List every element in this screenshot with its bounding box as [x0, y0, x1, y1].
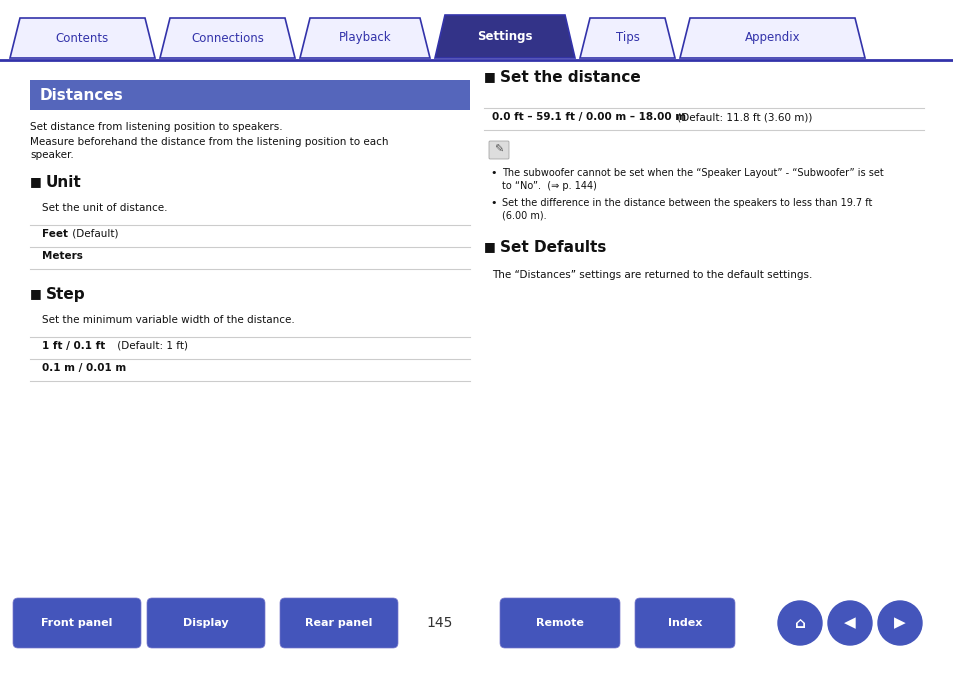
Text: (Default): (Default) [69, 229, 118, 239]
Circle shape [877, 601, 921, 645]
FancyBboxPatch shape [635, 598, 734, 648]
Text: ▶: ▶ [893, 616, 905, 631]
Text: Settings: Settings [476, 30, 532, 43]
Text: Front panel: Front panel [41, 618, 112, 628]
Text: (6.00 m).: (6.00 m). [501, 211, 546, 221]
Text: 0.0 ft – 59.1 ft / 0.00 m – 18.00 m: 0.0 ft – 59.1 ft / 0.00 m – 18.00 m [492, 112, 685, 122]
Text: Unit: Unit [46, 175, 82, 190]
Text: to “No”.  (⇒ p. 144): to “No”. (⇒ p. 144) [501, 181, 597, 191]
Polygon shape [299, 18, 430, 58]
Polygon shape [679, 18, 864, 58]
FancyBboxPatch shape [489, 141, 509, 159]
Text: 1 ft / 0.1 ft: 1 ft / 0.1 ft [42, 341, 105, 351]
Text: ■: ■ [483, 240, 496, 253]
Text: Set the unit of distance.: Set the unit of distance. [42, 203, 168, 213]
Text: Index: Index [667, 618, 701, 628]
Text: Distances: Distances [40, 87, 124, 102]
Text: The “Distances” settings are returned to the default settings.: The “Distances” settings are returned to… [492, 270, 812, 280]
Text: ◀: ◀ [843, 616, 855, 631]
Text: •: • [490, 198, 496, 208]
Text: Tips: Tips [615, 32, 639, 44]
Text: ■: ■ [30, 175, 42, 188]
Text: Remote: Remote [536, 618, 583, 628]
Circle shape [827, 601, 871, 645]
Text: Set distance from listening position to speakers.: Set distance from listening position to … [30, 122, 282, 132]
Text: (Default: 11.8 ft (3.60 m)): (Default: 11.8 ft (3.60 m)) [673, 112, 812, 122]
Text: The subwoofer cannot be set when the “Speaker Layout” - “Subwoofer” is set: The subwoofer cannot be set when the “Sp… [501, 168, 882, 178]
Circle shape [778, 601, 821, 645]
Text: Rear panel: Rear panel [305, 618, 373, 628]
Text: Measure beforehand the distance from the listening position to each: Measure beforehand the distance from the… [30, 137, 388, 147]
Text: •: • [490, 168, 496, 178]
Polygon shape [579, 18, 675, 58]
FancyBboxPatch shape [30, 80, 470, 110]
Text: Playback: Playback [338, 32, 391, 44]
Polygon shape [160, 18, 294, 58]
FancyBboxPatch shape [499, 598, 619, 648]
Text: Set Defaults: Set Defaults [499, 240, 606, 255]
Text: Set the difference in the distance between the speakers to less than 19.7 ft: Set the difference in the distance betwe… [501, 198, 871, 208]
Text: 145: 145 [426, 616, 453, 630]
Text: Display: Display [183, 618, 229, 628]
Text: Connections: Connections [191, 32, 264, 44]
Text: Feet: Feet [42, 229, 68, 239]
Text: Contents: Contents [56, 32, 109, 44]
Polygon shape [435, 15, 575, 58]
Text: Set the distance: Set the distance [499, 70, 640, 85]
Text: Meters: Meters [42, 251, 83, 261]
Text: Step: Step [46, 287, 86, 302]
Text: ✎: ✎ [494, 145, 503, 155]
Text: ⌂: ⌂ [794, 616, 804, 631]
FancyBboxPatch shape [147, 598, 265, 648]
FancyBboxPatch shape [13, 598, 141, 648]
Polygon shape [10, 18, 154, 58]
FancyBboxPatch shape [280, 598, 397, 648]
Text: Set the minimum variable width of the distance.: Set the minimum variable width of the di… [42, 315, 294, 325]
Text: (Default: 1 ft): (Default: 1 ft) [113, 341, 188, 351]
Text: ■: ■ [483, 70, 496, 83]
Text: speaker.: speaker. [30, 150, 73, 160]
Text: ■: ■ [30, 287, 42, 300]
Text: 0.1 m / 0.01 m: 0.1 m / 0.01 m [42, 363, 126, 373]
Text: Appendix: Appendix [744, 32, 800, 44]
